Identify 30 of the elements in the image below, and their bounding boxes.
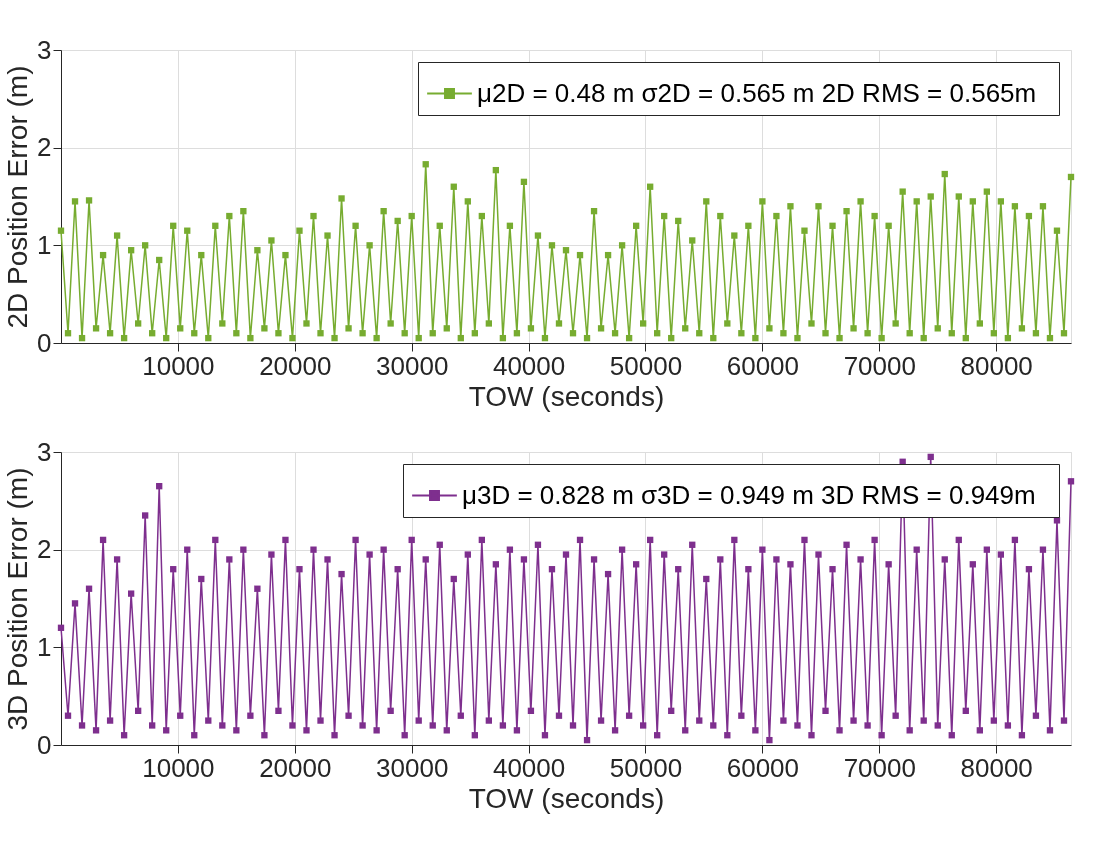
x-tick-label: 80000	[960, 350, 1033, 381]
y-tick-label: 1	[37, 229, 52, 260]
x-tick-label: 60000	[726, 752, 800, 783]
x-tick-label: 20000	[259, 350, 332, 381]
y-tick-label: 1	[37, 631, 52, 662]
x-tick-label: 10000	[142, 350, 215, 381]
x-tick-label: 30000	[376, 350, 449, 381]
y-tick-label: 3	[37, 436, 52, 467]
x-tick-label: 20000	[259, 752, 332, 783]
x-tick-label: 70000	[843, 350, 916, 381]
x-axis-title: TOW (seconds)	[468, 380, 665, 412]
y-axis-title: 2D Position Error (m)	[2, 65, 34, 329]
x-tick-label: 40000	[492, 350, 566, 381]
x-tick-label: 60000	[726, 350, 800, 381]
y-tick-label: 3	[37, 34, 52, 65]
x-tick-label: 30000	[376, 752, 449, 783]
y-tick-label: 2	[37, 534, 52, 565]
legend-label: μ2D = 0.48 m σ2D = 0.565 m 2D RMS = 0.565m	[477, 77, 1037, 108]
x-axis-title: TOW (seconds)	[468, 782, 665, 814]
y-axis-title: 3D Position Error (m)	[2, 467, 34, 731]
x-tick-label: 50000	[609, 752, 683, 783]
y-tick-label: 0	[37, 729, 52, 760]
y-tick-label: 2	[37, 132, 52, 163]
legend-label: μ3D = 0.828 m σ3D = 0.949 m 3D RMS = 0.949m	[462, 479, 1036, 510]
x-tick-label: 40000	[492, 752, 566, 783]
x-tick-label: 50000	[609, 350, 683, 381]
x-tick-label: 10000	[142, 752, 215, 783]
y-tick-label: 0	[37, 327, 52, 358]
x-tick-label: 80000	[960, 752, 1033, 783]
x-tick-label: 70000	[843, 752, 916, 783]
